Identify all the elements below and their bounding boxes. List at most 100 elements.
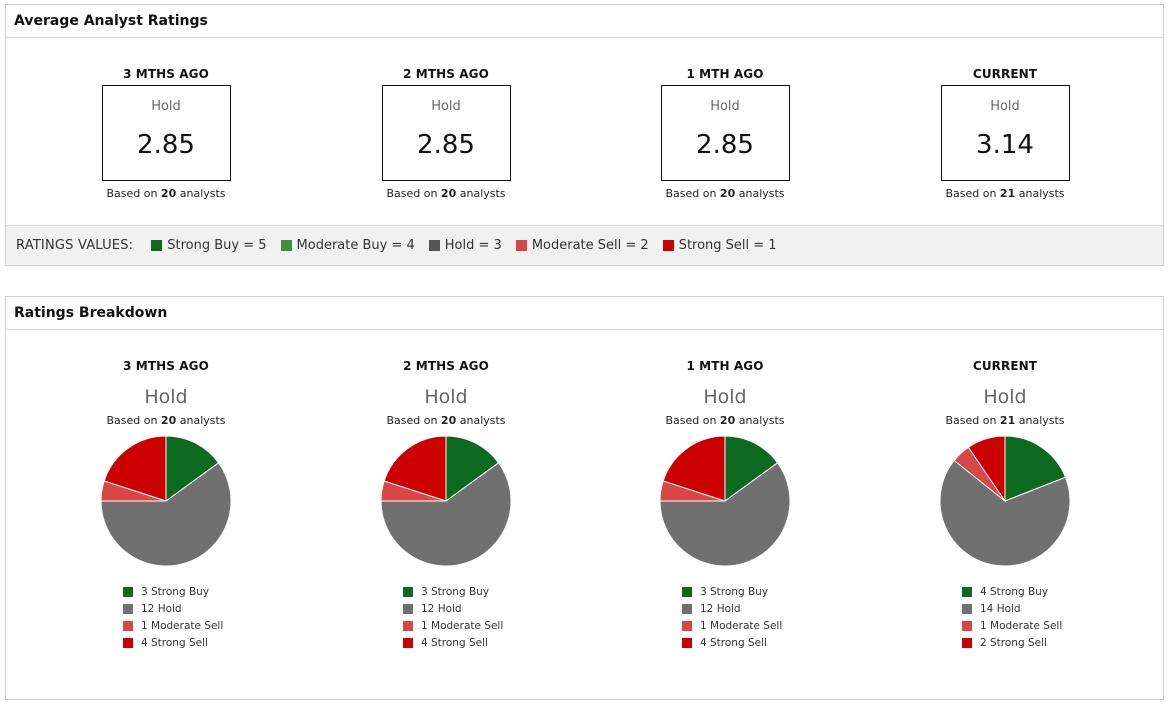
pie-slice[interactable] <box>381 462 511 566</box>
pie-chart <box>346 433 546 571</box>
based-suffix: analysts <box>738 187 785 200</box>
period-label: 3 MTHS AGO <box>123 67 209 81</box>
average-column-2mths: 2 MTHS AGO Hold 2.85 Based on 20 analyst… <box>346 67 546 200</box>
period-label: 2 MTHS AGO <box>403 67 489 81</box>
swatch-icon <box>403 586 413 597</box>
rating-label: Hold <box>424 386 468 408</box>
swatch-icon <box>962 586 972 597</box>
swatch-icon <box>662 240 674 251</box>
swatch-icon <box>151 240 163 251</box>
legend-label: Strong Sell = 1 <box>678 238 777 253</box>
based-prefix: Based on <box>386 414 438 427</box>
pie-chart <box>66 433 266 571</box>
swatch-icon <box>682 637 692 648</box>
pie-legend-item: 4 Strong Sell <box>625 634 825 651</box>
swatch-icon <box>123 603 133 614</box>
rating-value: 3.14 <box>976 130 1034 160</box>
analyst-count: 20 <box>719 187 736 200</box>
swatch-icon <box>682 620 692 631</box>
based-prefix: Based on <box>665 414 717 427</box>
pie-legend-label: 12 Hold <box>700 602 741 615</box>
panel-title: Ratings Breakdown <box>6 297 1163 330</box>
based-on-text: Based on 20 analysts <box>346 414 546 427</box>
pie-legend-label: 4 Strong Sell <box>421 636 488 649</box>
breakdown-column-2mths: 2 MTHS AGO Hold Based on 20 analysts 3 S… <box>346 359 546 651</box>
rating-label: Hold <box>990 99 1020 114</box>
pie-slice[interactable] <box>383 436 447 502</box>
rating-box: Hold 2.85 <box>381 85 511 181</box>
based-prefix: Based on <box>106 414 158 427</box>
based-suffix: analysts <box>179 187 226 200</box>
pie-slice[interactable] <box>1004 436 1067 502</box>
swatch-icon <box>403 620 413 631</box>
breakdown-column-3mths: 3 MTHS AGO Hold Based on 20 analysts 3 S… <box>66 359 266 651</box>
based-suffix: analysts <box>459 414 506 427</box>
period-label: 1 MTH AGO <box>686 67 764 81</box>
based-suffix: analysts <box>1018 414 1065 427</box>
rating-value: 2.85 <box>137 130 195 160</box>
pie-legend-label: 12 Hold <box>141 602 182 615</box>
analyst-count: 21 <box>999 187 1016 200</box>
pie-slice[interactable] <box>445 436 500 502</box>
pie-svg <box>660 436 790 566</box>
based-on-text: Based on 20 analysts <box>346 187 546 200</box>
swatch-icon <box>123 637 133 648</box>
pie-svg <box>101 436 231 566</box>
legend-item-moderate-buy: Moderate Buy = 4 <box>280 238 415 253</box>
pie-slice[interactable] <box>940 459 1070 566</box>
period-label: CURRENT <box>972 359 1038 373</box>
based-prefix: Based on <box>945 414 997 427</box>
based-suffix: analysts <box>1018 187 1065 200</box>
pie-chart <box>625 433 825 571</box>
swatch-icon <box>682 603 692 614</box>
swatch-icon <box>428 240 440 251</box>
pie-legend-label: 3 Strong Buy <box>421 585 490 598</box>
based-on-text: Based on 20 analysts <box>625 414 825 427</box>
pie-slice[interactable] <box>660 462 790 566</box>
pie-legend-item: 1 Moderate Sell <box>625 617 825 634</box>
legend-label: Hold = 3 <box>444 238 502 253</box>
legend-title: RATINGS VALUES: <box>16 238 134 253</box>
analyst-count: 21 <box>999 414 1016 427</box>
rating-value: 2.85 <box>696 130 754 160</box>
pie-slice[interactable] <box>101 462 231 566</box>
pie-legend: 3 Strong Buy 12 Hold 1 Moderate Sell 4 Stro… <box>625 583 825 651</box>
pie-slice[interactable] <box>967 436 1006 503</box>
based-prefix: Based on <box>386 187 438 200</box>
pie-slice[interactable] <box>662 436 726 502</box>
breakdown-column-1mth: 1 MTH AGO Hold Based on 20 analysts 3 St… <box>625 359 825 651</box>
pie-legend-item: 4 Strong Sell <box>66 634 266 651</box>
pie-legend-item: 1 Moderate Sell <box>66 617 266 634</box>
pie-legend-label: 3 Strong Buy <box>141 585 210 598</box>
pie-slice[interactable] <box>103 436 167 502</box>
pie-slice[interactable] <box>165 436 220 502</box>
legend-item-moderate-sell: Moderate Sell = 2 <box>515 238 649 253</box>
based-on-text: Based on 20 analysts <box>66 187 266 200</box>
pie-svg <box>381 436 511 566</box>
based-on-text: Based on 20 analysts <box>66 414 266 427</box>
pie-legend-label: 1 Moderate Sell <box>700 619 783 632</box>
pie-slice[interactable] <box>724 436 779 502</box>
pie-legend-item: 3 Strong Buy <box>346 583 546 600</box>
pie-legend-label: 4 Strong Sell <box>700 636 767 649</box>
ratings-values-legend: RATINGS VALUES: Strong Buy = 5 Moderate … <box>6 225 1163 265</box>
rating-value: 2.85 <box>417 130 475 160</box>
swatch-icon <box>123 586 133 597</box>
period-label: 3 MTHS AGO <box>123 359 209 373</box>
legend-item-strong-sell: Strong Sell = 1 <box>662 238 777 253</box>
pie-legend-label: 4 Strong Buy <box>980 585 1049 598</box>
based-on-text: Based on 21 analysts <box>905 187 1105 200</box>
rating-label: Hold <box>710 99 740 114</box>
analyst-count: 20 <box>160 187 177 200</box>
based-on-text: Based on 20 analysts <box>625 187 825 200</box>
swatch-icon <box>682 586 692 597</box>
rating-label: Hold <box>983 386 1027 408</box>
based-suffix: analysts <box>459 187 506 200</box>
based-prefix: Based on <box>665 187 717 200</box>
based-suffix: analysts <box>738 414 785 427</box>
period-label: 2 MTHS AGO <box>403 359 489 373</box>
pie-chart <box>905 433 1105 571</box>
pie-legend-item: 1 Moderate Sell <box>346 617 546 634</box>
average-column-1mth: 1 MTH AGO Hold 2.85 Based on 20 analysts <box>625 67 825 200</box>
swatch-icon <box>403 603 413 614</box>
